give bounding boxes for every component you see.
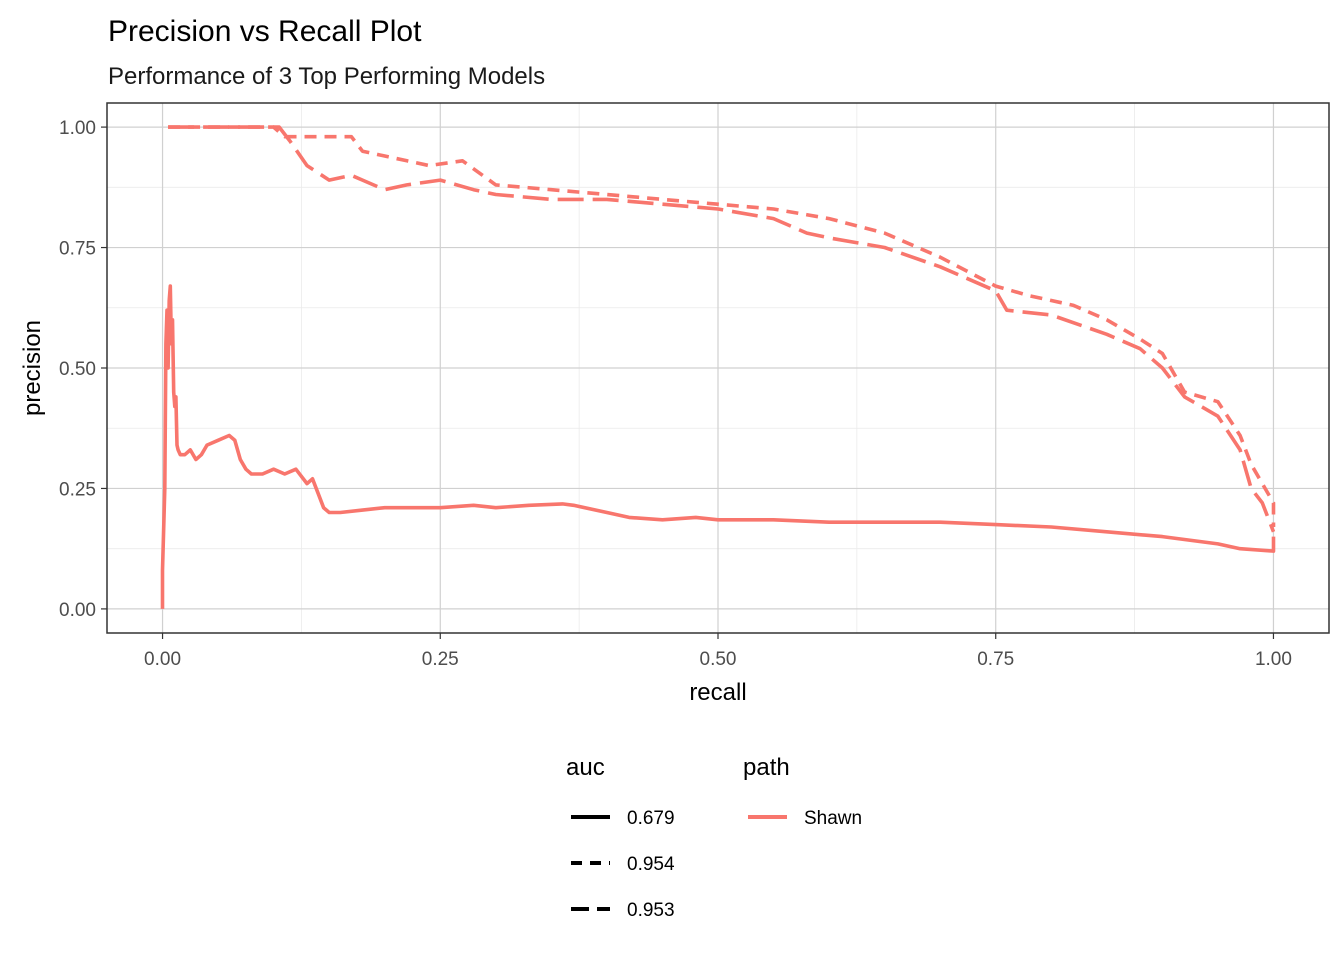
y-tick-label: 0.00 [59, 600, 96, 621]
series-line-auc-0.953 [168, 125, 1276, 533]
series-line-auc-0.954 [168, 125, 1276, 527]
x-tick-label: 1.00 [1255, 649, 1292, 670]
y-tick-label: 1.00 [59, 118, 96, 139]
x-tick-label: 0.75 [977, 649, 1014, 670]
chart-subtitle: Performance of 3 Top Performing Models [108, 63, 545, 90]
y-tick-label: 0.75 [59, 239, 96, 260]
y-tick-label: 0.50 [59, 359, 96, 380]
chart-title: Precision vs Recall Plot [108, 15, 422, 48]
legend-title-auc: auc [566, 754, 605, 781]
x-tick-label: 0.50 [700, 649, 737, 670]
y-axis-title: precision [19, 320, 46, 416]
legend-label-0.953: 0.953 [627, 900, 675, 921]
series-lines [160, 125, 1276, 609]
x-axis-title: recall [689, 679, 746, 706]
legend: auc 0.679 0.954 0.953 path Shawn [566, 754, 862, 921]
legend-label-Shawn: Shawn [804, 808, 862, 829]
y-tick-label: 0.25 [59, 479, 96, 500]
grid-lines [107, 103, 1329, 633]
x-tick-label: 0.00 [144, 649, 181, 670]
axis-ticks: 0.00 0.25 0.50 0.75 1.00 0.00 0.25 0.50 0.75 1.00 [59, 118, 1292, 670]
legend-label-0.954: 0.954 [627, 854, 675, 875]
x-tick-label: 0.25 [422, 649, 459, 670]
legend-title-path: path [743, 754, 790, 781]
legend-label-0.679: 0.679 [627, 808, 675, 829]
series-line-auc-0.679 [160, 284, 1276, 609]
